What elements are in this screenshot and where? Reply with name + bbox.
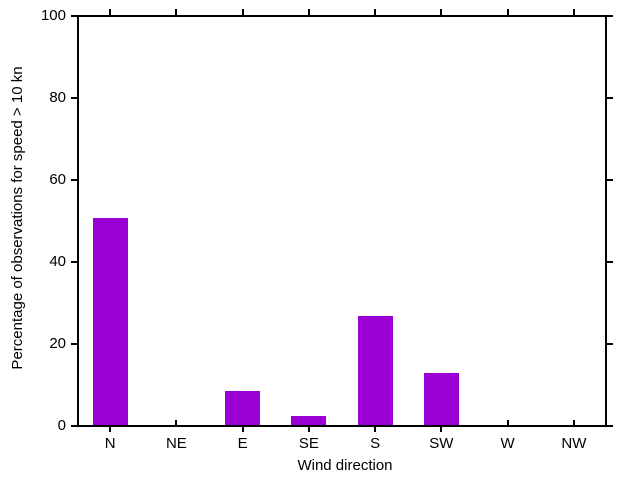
plot-area — [77, 15, 607, 427]
y-tick-label: 100 — [40, 7, 66, 24]
y-tick-right — [607, 15, 613, 17]
x-tick-top — [175, 9, 178, 15]
y-tick-left — [71, 425, 77, 427]
y-tick-right — [607, 97, 613, 99]
x-axis-title: Wind direction — [297, 457, 393, 474]
bar — [423, 373, 459, 425]
y-tick-label: 80 — [49, 89, 66, 106]
y-tick-left — [71, 15, 77, 17]
x-tick-bottom — [109, 427, 112, 432]
x-tick-inner — [175, 420, 178, 425]
x-tick-label: NW — [561, 435, 587, 452]
x-tick-label: SE — [298, 435, 319, 452]
y-axis-title: Percentage of observations for speed > 1… — [9, 66, 26, 370]
y-tick-right — [607, 425, 613, 427]
bar — [225, 391, 261, 425]
y-tick-right — [607, 343, 613, 345]
x-tick-bottom — [440, 427, 443, 432]
x-tick-label: NE — [165, 435, 187, 452]
y-tick-left — [71, 97, 77, 99]
x-tick-top — [572, 9, 575, 15]
x-tick-label: E — [237, 435, 248, 452]
x-tick-top — [307, 9, 310, 15]
x-tick-top — [374, 9, 377, 15]
x-tick-label: S — [370, 435, 381, 452]
x-tick-bottom — [307, 427, 310, 432]
y-tick-label: 40 — [49, 253, 66, 270]
y-tick-right — [607, 261, 613, 263]
y-tick-left — [71, 179, 77, 181]
x-tick-top — [109, 9, 112, 15]
x-tick-label: SW — [429, 435, 454, 452]
x-tick-bottom — [241, 427, 244, 432]
y-tick-left — [71, 261, 77, 263]
x-tick-inner — [506, 420, 509, 425]
x-tick-label: N — [104, 435, 116, 452]
x-tick-top — [241, 9, 244, 15]
x-tick-bottom — [374, 427, 377, 432]
y-tick-left — [71, 343, 77, 345]
bar — [357, 316, 393, 425]
x-tick-top — [440, 9, 443, 15]
x-tick-inner — [572, 420, 575, 425]
y-tick-right — [607, 179, 613, 181]
bar — [291, 416, 327, 425]
y-tick-label: 60 — [49, 171, 66, 188]
bar — [92, 218, 128, 425]
y-tick-label: 0 — [57, 417, 66, 434]
x-tick-top — [506, 9, 509, 15]
y-tick-label: 20 — [49, 335, 66, 352]
x-tick-label: W — [500, 435, 515, 452]
